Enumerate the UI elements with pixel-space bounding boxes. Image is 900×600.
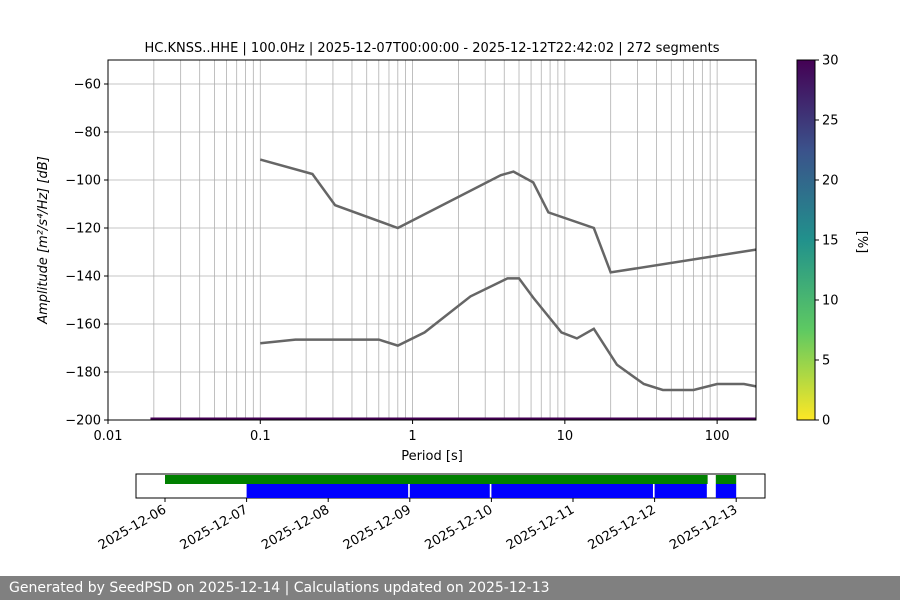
timeline-tick-label: 2025-12-12: [586, 502, 659, 553]
y-tick-label: −160: [65, 318, 101, 333]
x-axis-label: Period [s]: [401, 449, 463, 464]
noise-model-line-nlnm: [260, 277, 757, 392]
colorbar-tick-label: 5: [822, 354, 830, 369]
plot-marks: [150, 158, 757, 421]
x-tick-label: 0.1: [250, 429, 271, 444]
y-tick-label: −100: [65, 174, 101, 189]
colorbar-tick-label: 25: [822, 114, 839, 129]
grid: [108, 60, 756, 421]
x-tick-label: 1: [408, 429, 416, 444]
timeline-tick-label: 2025-12-07: [178, 502, 251, 553]
data-availability-green: [165, 475, 708, 484]
y-tick-label: −60: [74, 78, 101, 93]
x-tick-label: 10: [557, 429, 574, 444]
timeline-tick-label: 2025-12-13: [667, 502, 740, 553]
plot-frame: [107, 59, 757, 421]
timeline-tick-label: 2025-12-09: [341, 502, 414, 553]
y-tick-label: −120: [65, 222, 101, 237]
colorbar-tick-label: 20: [822, 174, 839, 189]
colorbar-tick-label: 0: [822, 414, 830, 429]
y-tick-label: −140: [65, 270, 101, 285]
timeline-tick-label: 2025-12-11: [504, 502, 577, 553]
y-tick-label: −80: [74, 126, 101, 141]
timeline-tick-label: 2025-12-06: [96, 502, 169, 553]
x-tick-label: 100: [705, 429, 730, 444]
data-availability-blue: [246, 484, 409, 498]
data-availability-blue: [491, 484, 653, 498]
timeline-tick-label: 2025-12-10: [422, 502, 495, 553]
colorbar-label: [%]: [854, 231, 869, 254]
y-axis-label: Amplitude [m²/s⁴/Hz] [dB]: [36, 156, 51, 325]
timeline-tick-label: 2025-12-08: [259, 502, 332, 553]
colorbar-ticks: 0 5 10 15 20 25 30: [815, 54, 839, 429]
colorbar-tick-label: 10: [822, 294, 839, 309]
colorbar: [796, 59, 816, 421]
data-availability-blue: [654, 484, 707, 498]
noise-model-line-nhnm: [259, 158, 757, 274]
data-availability-blue: [715, 484, 737, 498]
colorbar-tick-label: 30: [822, 54, 839, 69]
y-tick-label: −200: [65, 414, 101, 429]
data-availability-green: [715, 475, 737, 484]
x-tick-label: 0.01: [94, 429, 123, 444]
y-tick-label: −180: [65, 366, 101, 381]
psd-chart: HC.KNSS..HHE | 100.0Hz | 2025-12-07T00:0…: [36, 41, 869, 553]
timeline: 2025-12-06 2025-12-07 2025-12-08 2025-12-09…: [96, 473, 766, 553]
footer: Generated by SeedPSD on 2025-12-14 | Cal…: [0, 576, 900, 600]
data-availability-blue: [409, 484, 490, 498]
colorbar-tick-label: 15: [822, 234, 839, 249]
chart-title: HC.KNSS..HHE | 100.0Hz | 2025-12-07T00:0…: [145, 41, 720, 56]
